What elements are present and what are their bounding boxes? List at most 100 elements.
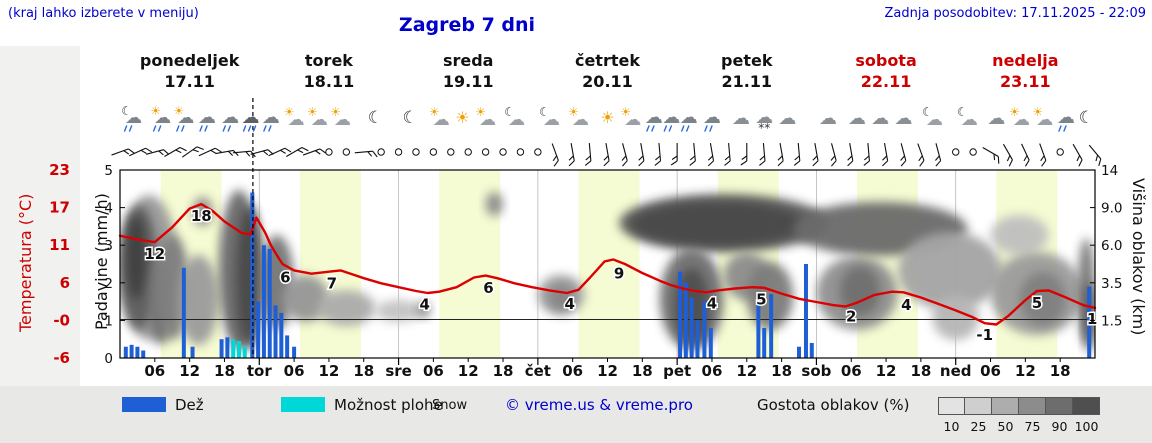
time-tick-label: 12 [318,362,339,380]
day-header-sreda[interactable]: sreda 19.11 [399,50,538,92]
rain-bar [756,301,761,358]
rain-bar [1087,286,1092,358]
time-tick-label: 18 [771,362,792,380]
wind-barb-icon [982,147,1000,164]
svg-text:☁: ☁ [572,110,589,130]
density-step: 25 [965,397,992,434]
wind-barb-icon [568,143,575,167]
time-tick-label: 12 [458,362,479,380]
rain-bar [683,282,688,358]
svg-text:☀: ☀ [600,108,614,127]
temperature-value-label: 18 [191,207,212,225]
wind-barb-icon [863,142,870,166]
rain-bar [256,301,261,358]
rain-bar [702,301,707,358]
location-hint[interactable]: (kraj lahko izberete v meniju) [8,6,199,21]
time-tick-label: 06 [562,362,583,380]
svg-text:☀: ☀ [568,105,579,119]
svg-text:☾: ☾ [922,105,933,119]
wind-calm-icon [394,148,403,156]
day-abbr-label: sob [801,362,831,380]
rain-bar [769,294,774,358]
rain-bar [803,264,808,358]
precip-tick-label: 4 [104,201,113,217]
rain-bar [267,248,272,358]
wind-barb-icon [830,143,837,167]
svg-text:☀: ☀ [429,105,440,119]
wind-barb-icon [793,142,801,166]
density-value: 75 [1024,419,1041,434]
day-abbr-label: čet [525,362,551,380]
left-margin-strip [0,46,80,388]
cloud-blob [990,215,1049,255]
cloud-height-tick-label: 1.5 [1101,313,1122,329]
wind-barb-icon [1039,143,1047,167]
svg-text:☁: ☁ [894,108,912,129]
day-header-petek[interactable]: petek 21.11 [677,50,816,92]
day-header-četrtek[interactable]: četrtek 20.11 [538,50,677,92]
svg-text:☁: ☁ [433,110,450,130]
day-header-nedelja[interactable]: nedelja 23.11 [956,50,1095,92]
day-header-torek[interactable]: torek 18.11 [259,50,398,92]
day-header-ponedeljek[interactable]: ponedeljek 17.11 [120,50,259,92]
cloud-layer [120,190,1095,352]
rain-bar [123,346,128,358]
wind-barb-icon [1002,143,1013,167]
density-value: 50 [997,419,1014,434]
cloud-blob [485,192,504,216]
wind-barb-icon [181,146,204,158]
wind-barb-icon [232,150,256,158]
wind-calm-icon [1056,148,1064,156]
time-tick-label: 12 [876,362,897,380]
temperature-value-label: 4 [707,294,717,312]
time-tick-label: 12 [597,362,618,380]
rain-bar [708,327,713,358]
time-tick-label: 06 [702,362,723,380]
time-tick-label: 18 [214,362,235,380]
svg-text:☁: ☁ [703,107,721,128]
temperature-value-label: 12 [144,245,165,263]
cloud-rain-icon: ☁ [198,107,216,132]
day-header-sobota[interactable]: sobota 22.11 [816,50,955,92]
density-step: 10 [938,397,965,434]
temperature-labels: 12 18 6 7 4 6 4 9 4 5 2 4 -1 5 1 [143,206,1099,346]
time-tick-label: 06 [423,362,444,380]
svg-text:☁: ☁ [1057,107,1075,128]
svg-text:☁: ☁ [125,108,142,128]
svg-text:☁: ☁ [819,108,837,129]
time-axis: 06 12 18 06 12 18 06 12 18 06 12 18 06 12 18 06 12 18 06 12… [144,358,1071,380]
sun-cloud-icon: ☀☁ [330,105,351,130]
temperature-value-label: 9 [614,265,624,283]
wind-barb-icon [584,142,592,166]
svg-text:☾: ☾ [368,108,383,128]
svg-text:☀: ☀ [330,105,341,119]
day-headers: ponedeljek 17.11 torek 18.11 sreda 19.11 četrt… [120,50,1095,92]
density-swatch [1019,397,1046,415]
wind-barb-icon [268,147,292,157]
copyright-link[interactable]: © vreme.us & vreme.pro [505,396,693,414]
day-name: torek [304,51,353,70]
sun-cloud-rain-icon: ☀☁ [173,104,194,132]
temp-tick-label: -0 [53,311,70,329]
svg-text:☀: ☀ [307,105,318,119]
wind-calm-icon [516,148,525,156]
rain-bar [261,245,266,358]
svg-text:☁: ☁ [1036,110,1053,130]
cloud-heavy-rain-icon: ☁ [242,107,260,132]
cloud-icon: ☁ [987,108,1005,129]
density-step: 90 [1046,397,1073,434]
wind-barb-icon [129,147,153,157]
density-swatch [992,397,1019,415]
rain-bar [695,320,700,358]
svg-text:☀: ☀ [455,108,469,127]
moon-icon: ☾ [1079,108,1094,128]
sun-cloud-icon: ☀☁ [284,105,305,130]
cloud-blob [282,275,329,322]
moon-icon: ☾ [403,108,418,128]
sun-cloud-rain-icon: ☀☁ [150,104,171,132]
precip-tick-label: 5 [104,163,113,179]
day-name: nedelja [992,51,1059,70]
temp-tick-label: 23 [49,161,70,179]
day-date: 19.11 [442,72,494,91]
